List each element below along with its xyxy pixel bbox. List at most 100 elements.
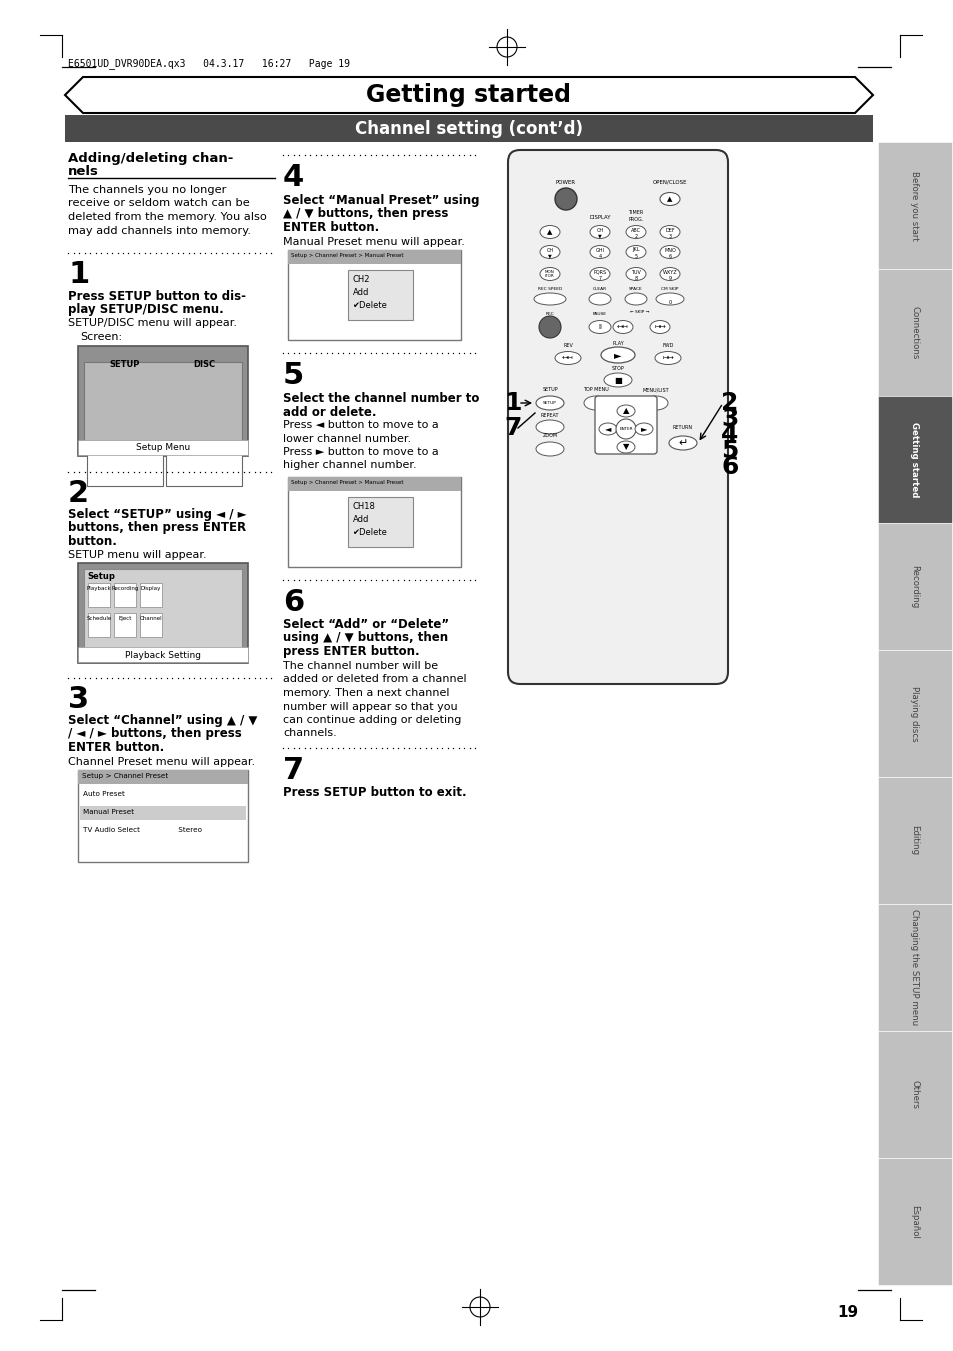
FancyBboxPatch shape [507, 150, 727, 684]
Text: Add: Add [353, 515, 369, 524]
Text: can continue adding or deleting: can continue adding or deleting [283, 715, 461, 725]
Text: CH: CH [546, 247, 553, 253]
FancyBboxPatch shape [88, 584, 110, 607]
Text: Getting started: Getting started [366, 82, 571, 107]
Ellipse shape [649, 320, 669, 334]
Text: ENTER: ENTER [618, 427, 632, 431]
FancyBboxPatch shape [84, 569, 242, 651]
Text: DISC: DISC [193, 359, 214, 369]
Text: Press ◄ button to move to a: Press ◄ button to move to a [283, 420, 438, 430]
Text: 4: 4 [283, 163, 304, 192]
Ellipse shape [659, 267, 679, 281]
Text: CH18: CH18 [353, 503, 375, 511]
Text: TOP MENU: TOP MENU [582, 386, 608, 392]
Text: PLAY: PLAY [612, 340, 623, 346]
Text: Connections: Connections [909, 305, 919, 359]
FancyBboxPatch shape [288, 477, 460, 567]
Text: Press SETUP button to dis-: Press SETUP button to dis- [68, 290, 246, 303]
Text: memory. Then a next channel: memory. Then a next channel [283, 688, 449, 698]
Text: 9: 9 [668, 276, 671, 281]
Text: 2: 2 [634, 234, 637, 239]
Text: Display: Display [141, 586, 161, 590]
FancyBboxPatch shape [78, 770, 248, 862]
FancyBboxPatch shape [877, 1031, 951, 1158]
Circle shape [538, 316, 560, 338]
FancyBboxPatch shape [877, 523, 951, 650]
Text: higher channel number.: higher channel number. [283, 461, 416, 470]
Text: Changing the SETUP menu: Changing the SETUP menu [909, 909, 919, 1025]
Text: ▼: ▼ [598, 234, 601, 239]
Text: added or deleted from a channel: added or deleted from a channel [283, 674, 466, 685]
Text: PROG.: PROG. [628, 218, 643, 222]
Ellipse shape [589, 267, 609, 281]
Ellipse shape [555, 351, 580, 365]
FancyBboxPatch shape [80, 807, 246, 820]
Text: The channel number will be: The channel number will be [283, 661, 437, 671]
FancyBboxPatch shape [113, 613, 136, 638]
Text: 5: 5 [634, 254, 637, 258]
Text: RETURN: RETURN [672, 426, 692, 430]
Text: Playback Setting: Playback Setting [125, 650, 201, 659]
Text: CLEAR: CLEAR [593, 286, 606, 290]
Text: Select “Channel” using ▲ / ▼: Select “Channel” using ▲ / ▼ [68, 713, 257, 727]
Text: MNO: MNO [663, 247, 675, 253]
FancyBboxPatch shape [166, 446, 242, 486]
Text: PAUSE: PAUSE [593, 312, 606, 316]
FancyBboxPatch shape [877, 396, 951, 523]
Text: 4: 4 [720, 423, 738, 447]
Ellipse shape [655, 351, 680, 365]
Text: ↤↤: ↤↤ [561, 355, 574, 361]
Text: Recording: Recording [909, 565, 919, 608]
Ellipse shape [656, 293, 683, 305]
Text: The channels you no longer: The channels you no longer [68, 185, 226, 195]
Text: Channel setting (cont’d): Channel setting (cont’d) [355, 119, 582, 138]
Text: Playing discs: Playing discs [909, 686, 919, 742]
Text: 2: 2 [720, 390, 738, 415]
FancyBboxPatch shape [80, 788, 246, 802]
Text: add or delete.: add or delete. [283, 405, 376, 419]
Text: Setup: Setup [87, 571, 114, 581]
Text: Manual Preset menu will appear.: Manual Preset menu will appear. [283, 236, 464, 247]
Ellipse shape [668, 436, 697, 450]
FancyBboxPatch shape [877, 269, 951, 396]
Text: MENU/LIST: MENU/LIST [642, 386, 669, 392]
Text: button.: button. [68, 535, 117, 549]
Ellipse shape [588, 293, 610, 305]
FancyBboxPatch shape [78, 647, 248, 662]
FancyBboxPatch shape [877, 142, 951, 269]
Text: 4: 4 [598, 254, 601, 258]
Text: Press SETUP button to exit.: Press SETUP button to exit. [283, 786, 466, 798]
Text: TIMER: TIMER [628, 209, 643, 215]
Text: REPEAT: REPEAT [540, 413, 558, 417]
Ellipse shape [659, 246, 679, 258]
Text: ENTER button.: ENTER button. [68, 740, 164, 754]
Text: ↦↦: ↦↦ [661, 355, 673, 361]
Text: play SETUP/DISC menu.: play SETUP/DISC menu. [68, 304, 224, 316]
Text: deleted from the memory. You also: deleted from the memory. You also [68, 212, 267, 222]
Text: Channel Preset menu will appear.: Channel Preset menu will appear. [68, 757, 254, 767]
Text: 19: 19 [837, 1305, 858, 1320]
Text: Auto Preset: Auto Preset [83, 790, 125, 797]
Text: ▼: ▼ [622, 443, 629, 451]
Text: II: II [598, 324, 601, 330]
Ellipse shape [598, 423, 617, 435]
Text: ↦↦: ↦↦ [654, 324, 665, 330]
Text: 5: 5 [720, 439, 738, 463]
Text: 1: 1 [504, 390, 521, 415]
Text: 0: 0 [668, 300, 671, 305]
Text: DISPLAY: DISPLAY [589, 215, 610, 220]
Text: Others: Others [909, 1079, 919, 1109]
Text: E6501UD_DVR90DEA.qx3   04.3.17   16:27   Page 19: E6501UD_DVR90DEA.qx3 04.3.17 16:27 Page … [68, 58, 350, 69]
Text: 7: 7 [598, 276, 601, 281]
Text: 8: 8 [634, 276, 637, 281]
Text: OPEN/CLOSE: OPEN/CLOSE [652, 180, 686, 185]
Ellipse shape [536, 442, 563, 457]
Text: 3: 3 [68, 685, 89, 713]
Text: using ▲ / ▼ buttons, then: using ▲ / ▼ buttons, then [283, 631, 448, 644]
Text: Setup > Channel Preset: Setup > Channel Preset [82, 773, 168, 780]
FancyBboxPatch shape [88, 613, 110, 638]
Text: ▼: ▼ [548, 254, 551, 258]
Text: may add channels into memory.: may add channels into memory. [68, 226, 251, 235]
Text: ✔Delete: ✔Delete [352, 528, 387, 536]
FancyBboxPatch shape [113, 584, 136, 607]
